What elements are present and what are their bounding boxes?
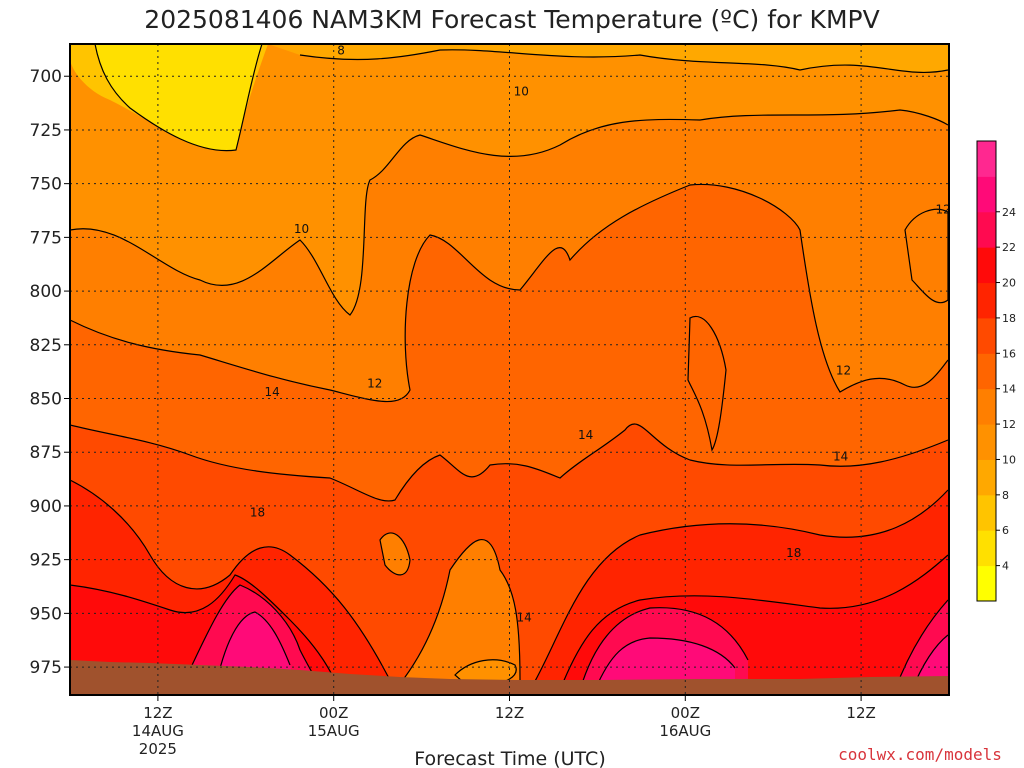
band-22-24-center (595, 638, 735, 690)
colorbar-swatch (977, 424, 996, 460)
band-2-4 (95, 44, 262, 151)
contour-label: 8 (337, 43, 345, 57)
contour-label: 14 (517, 611, 532, 625)
contour-label: 10 (514, 84, 529, 98)
colorbar-label: 12 (1002, 418, 1016, 431)
contour-labels: 8 10 10 12 14 12 14 12 14 18 18 14 (250, 43, 951, 625)
colorbar-label: 8 (1002, 489, 1009, 502)
contour-line (687, 315, 727, 452)
contour-line (594, 637, 736, 691)
colorbar-swatch (977, 282, 996, 319)
y-tick-label: 725 (30, 121, 62, 141)
colorbar-label: 20 (1002, 277, 1016, 290)
contour-label: 10 (294, 222, 309, 236)
colorbar-label: 22 (1002, 241, 1016, 254)
colorbar-swatch (977, 317, 996, 354)
contour-line (70, 479, 396, 691)
colorbar: 4 6 8 10 12 14 16 18 20 22 24 (976, 140, 1016, 602)
colorbar-label: 18 (1002, 312, 1016, 325)
x-axis-label: Forecast Time (UTC) (414, 748, 605, 768)
x-tick-label: 12Z (143, 704, 172, 722)
contour-line (579, 607, 749, 691)
colorbar-swatch (977, 353, 996, 390)
credit-text: coolwx.com/models (838, 745, 1002, 764)
x-tick-label: 16AUG (659, 722, 711, 740)
y-tick-label: 800 (30, 282, 62, 302)
y-tick-label: 900 (30, 497, 62, 517)
contour-line (179, 584, 321, 691)
contour-line (394, 538, 521, 691)
colorbar-swatch (977, 211, 996, 248)
contour-line (70, 183, 949, 403)
colorbar-label: 10 (1002, 453, 1016, 466)
band-12-14-pillar (688, 316, 726, 450)
contour-label: 12 (836, 364, 851, 378)
contour-label: 14 (578, 428, 593, 442)
y-tick-label: 750 (30, 175, 62, 195)
y-tick-label: 950 (30, 604, 62, 624)
contour-label: 14 (265, 385, 280, 399)
gridlines (70, 44, 949, 695)
colorbar-frame (976, 140, 997, 602)
colorbar-swatch (977, 530, 996, 567)
contour-label: 12 (367, 376, 382, 390)
colorbar-label: 14 (1002, 383, 1016, 396)
y-tick-label: 700 (30, 67, 62, 87)
contour-line (299, 49, 949, 74)
contour-line (70, 574, 341, 691)
colorbar-label: 6 (1002, 524, 1009, 537)
x-tick-label: 00Z (671, 704, 700, 722)
y-axis: 700 725 750 775 800 825 850 875 900 925 950 975 (30, 67, 70, 678)
contour-label: 18 (250, 505, 265, 519)
x-tick-label: 12Z (495, 704, 524, 722)
colorbar-swatch (977, 494, 996, 531)
contour-line (214, 611, 291, 691)
colorbar-swatch (977, 176, 996, 213)
band-12-14-lower (395, 539, 520, 690)
colorbar-swatch (977, 388, 996, 425)
y-tick-label: 975 (30, 658, 62, 678)
band-12-14-pocket (380, 532, 410, 575)
x-tick-label: 15AUG (308, 722, 360, 740)
x-tick-label: 2025 (139, 740, 177, 758)
colorbar-swatch (977, 141, 996, 177)
x-tick-label: 00Z (319, 704, 348, 722)
x-tick-label: 12Z (846, 704, 875, 722)
y-tick-label: 775 (30, 228, 62, 248)
contour-line (94, 44, 263, 152)
colorbar-swatch (977, 247, 996, 284)
contour-label: 12 (935, 202, 950, 216)
chart-title: 2025081406 NAM3KM Forecast Temperature (… (144, 5, 879, 34)
contour-line (379, 532, 411, 576)
y-tick-label: 825 (30, 336, 62, 356)
y-tick-label: 850 (30, 390, 62, 410)
colorbar-label: 4 (1002, 560, 1009, 573)
contour-label: 14 (833, 450, 848, 464)
contour-line (70, 423, 949, 502)
y-tick-label: 875 (30, 443, 62, 463)
colorbar-label: 24 (1002, 206, 1016, 219)
contour-line (70, 109, 949, 316)
colorbar-swatch (977, 459, 996, 496)
ground (70, 660, 948, 695)
contour-label: 18 (786, 546, 801, 560)
contour-line (559, 554, 949, 691)
y-tick-label: 925 (30, 551, 62, 571)
colorbar-label: 16 (1002, 347, 1016, 360)
band-6-8 (70, 44, 948, 73)
colorbar-swatch (977, 565, 996, 602)
x-tick-label: 14AUG (132, 722, 184, 740)
contour-line (529, 489, 949, 691)
